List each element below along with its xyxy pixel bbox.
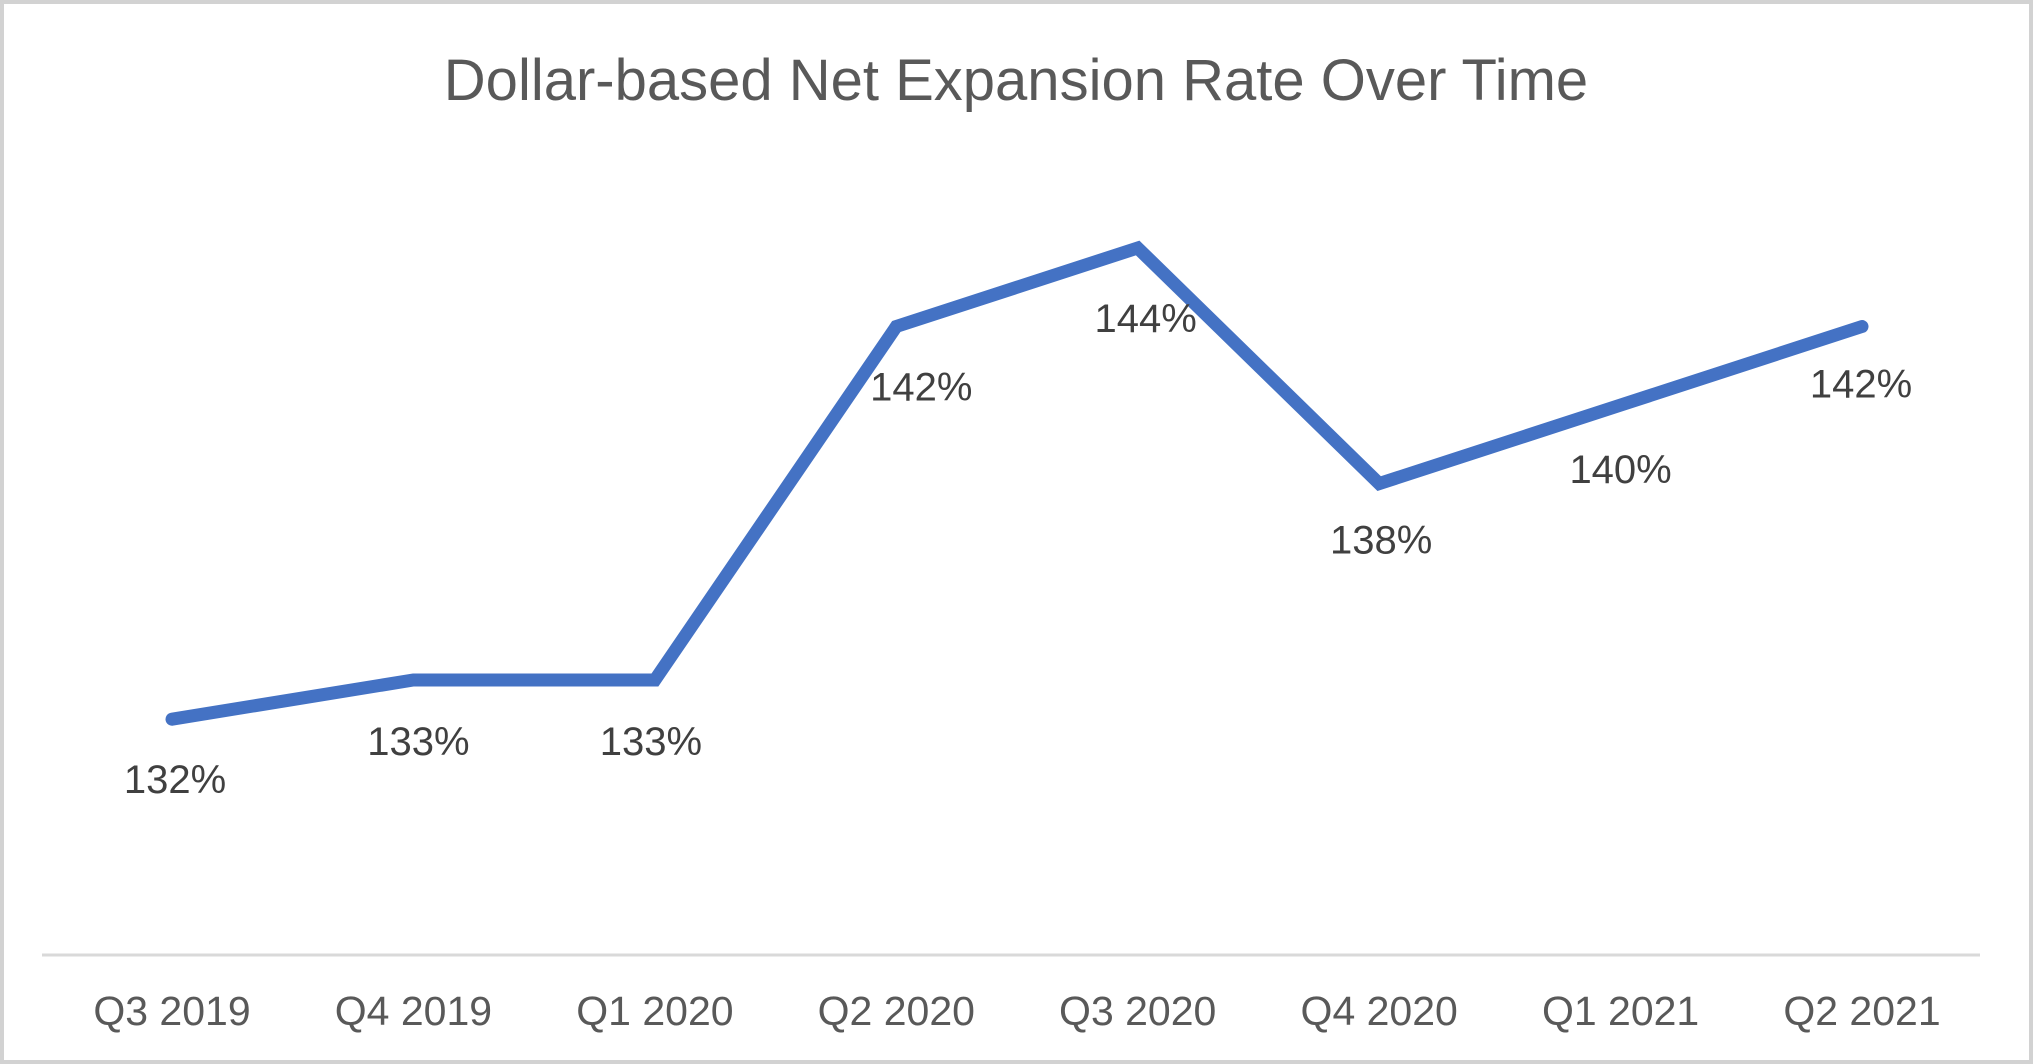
x-axis-label: Q2 2021 xyxy=(1783,988,1940,1034)
data-label: 132% xyxy=(124,758,226,802)
x-axis-label: Q2 2020 xyxy=(818,988,975,1034)
x-axis-label: Q4 2020 xyxy=(1301,988,1458,1034)
data-labels-group: 132% 133% 133% 142% 144% 138% 140% 142% xyxy=(124,297,1912,802)
data-label: 142% xyxy=(1810,363,1912,407)
chart-title: Dollar-based Net Expansion Rate Over Tim… xyxy=(444,48,1588,113)
data-label: 140% xyxy=(1569,448,1671,492)
data-label: 144% xyxy=(1095,297,1197,341)
x-axis-label: Q3 2019 xyxy=(93,988,250,1034)
data-label: 142% xyxy=(870,366,972,410)
x-axis-labels-group: Q3 2019 Q4 2019 Q1 2020 Q2 2020 Q3 2020 Q4 20… xyxy=(93,988,1940,1034)
data-label: 138% xyxy=(1330,519,1432,563)
x-axis-label: Q1 2021 xyxy=(1542,988,1699,1034)
data-label: 133% xyxy=(367,720,469,764)
x-axis-label: Q1 2020 xyxy=(576,988,733,1034)
series-line xyxy=(165,240,1869,726)
x-axis-label: Q3 2020 xyxy=(1059,988,1216,1034)
x-axis-label: Q4 2019 xyxy=(335,988,492,1034)
data-label: 133% xyxy=(600,720,702,764)
